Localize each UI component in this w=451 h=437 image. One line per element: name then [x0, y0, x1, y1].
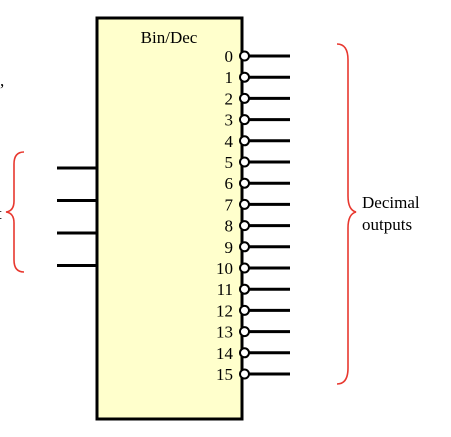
output-bubble-3 — [239, 114, 250, 126]
output-bubble-11 — [239, 283, 250, 295]
output-label-1: 1 — [225, 68, 234, 87]
output-label-13: 13 — [216, 323, 233, 342]
output-brace — [336, 43, 357, 385]
left-fragment-mid: t — [0, 204, 2, 223]
output-label-3: 3 — [225, 111, 234, 130]
output-bubble-6 — [239, 177, 250, 189]
output-label-2: 2 — [225, 89, 234, 108]
decoder-block — [95, 16, 244, 421]
output-label-0: 0 — [225, 47, 234, 66]
output-bubble-9 — [239, 241, 250, 253]
output-bubble-14 — [239, 347, 250, 359]
output-bubble-8 — [239, 220, 250, 232]
output-bubble-12 — [239, 304, 250, 316]
output-label-12: 12 — [216, 301, 233, 320]
left-fragment-top: , — [0, 71, 4, 90]
output-bubble-13 — [239, 326, 250, 338]
output-bubble-1 — [239, 71, 250, 83]
output-bubble-4 — [239, 135, 250, 147]
output-bubble-0 — [239, 50, 250, 62]
output-label-4: 4 — [225, 132, 234, 151]
output-bubble-5 — [239, 156, 250, 168]
block-title: Bin/Dec — [141, 28, 198, 47]
output-label-8: 8 — [225, 217, 234, 236]
output-label-14: 14 — [216, 344, 234, 363]
output-label-10: 10 — [216, 259, 233, 278]
output-bubble-7 — [239, 198, 250, 210]
output-label-15: 15 — [216, 365, 233, 384]
output-label-9: 9 — [225, 238, 234, 257]
output-label-5: 5 — [225, 153, 234, 172]
input-brace — [5, 151, 25, 273]
output-bubble-10 — [239, 262, 250, 274]
decimal-outputs-label-line1: Decimal — [362, 193, 420, 212]
decimal-outputs-label-line2: outputs — [362, 215, 412, 234]
output-bubble-2 — [239, 92, 250, 104]
output-label-7: 7 — [225, 195, 234, 214]
output-bubble-15 — [239, 368, 250, 380]
output-label-11: 11 — [217, 280, 233, 299]
output-label-6: 6 — [225, 174, 234, 193]
